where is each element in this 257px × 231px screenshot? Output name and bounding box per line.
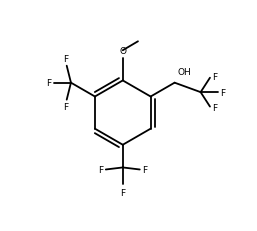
Text: F: F	[142, 165, 148, 174]
Text: O: O	[119, 46, 126, 55]
Text: F: F	[212, 104, 217, 113]
Text: F: F	[63, 55, 68, 64]
Text: OH: OH	[177, 68, 191, 76]
Text: F: F	[98, 165, 103, 174]
Text: F: F	[63, 103, 68, 112]
Text: F: F	[46, 79, 51, 88]
Text: F: F	[220, 88, 225, 97]
Text: F: F	[212, 73, 217, 82]
Text: F: F	[120, 188, 125, 197]
